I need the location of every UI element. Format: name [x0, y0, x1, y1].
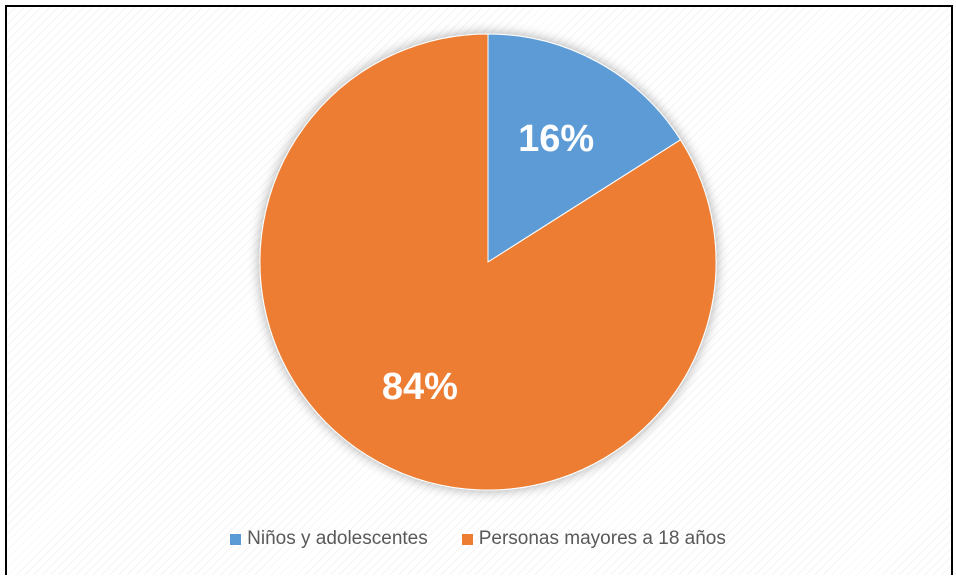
pie-slice-personas: [259, 33, 717, 491]
legend-swatch-personas: [461, 533, 473, 545]
legend-label-ninos: Niños y adolescentes: [247, 528, 428, 549]
legend-label-personas: Personas mayores a 18 años: [478, 528, 726, 549]
legend: Niños y adolescentes Personas mayores a …: [0, 528, 956, 550]
legend-item-ninos: Niños y adolescentes: [230, 528, 428, 550]
legend-swatch-ninos: [230, 533, 242, 545]
pie-label-personas: 84%: [382, 366, 458, 408]
legend-item-personas: Personas mayores a 18 años: [461, 528, 726, 550]
pie-slice-ninos: [487, 33, 682, 263]
pie-label-ninos: 16%: [518, 118, 594, 160]
